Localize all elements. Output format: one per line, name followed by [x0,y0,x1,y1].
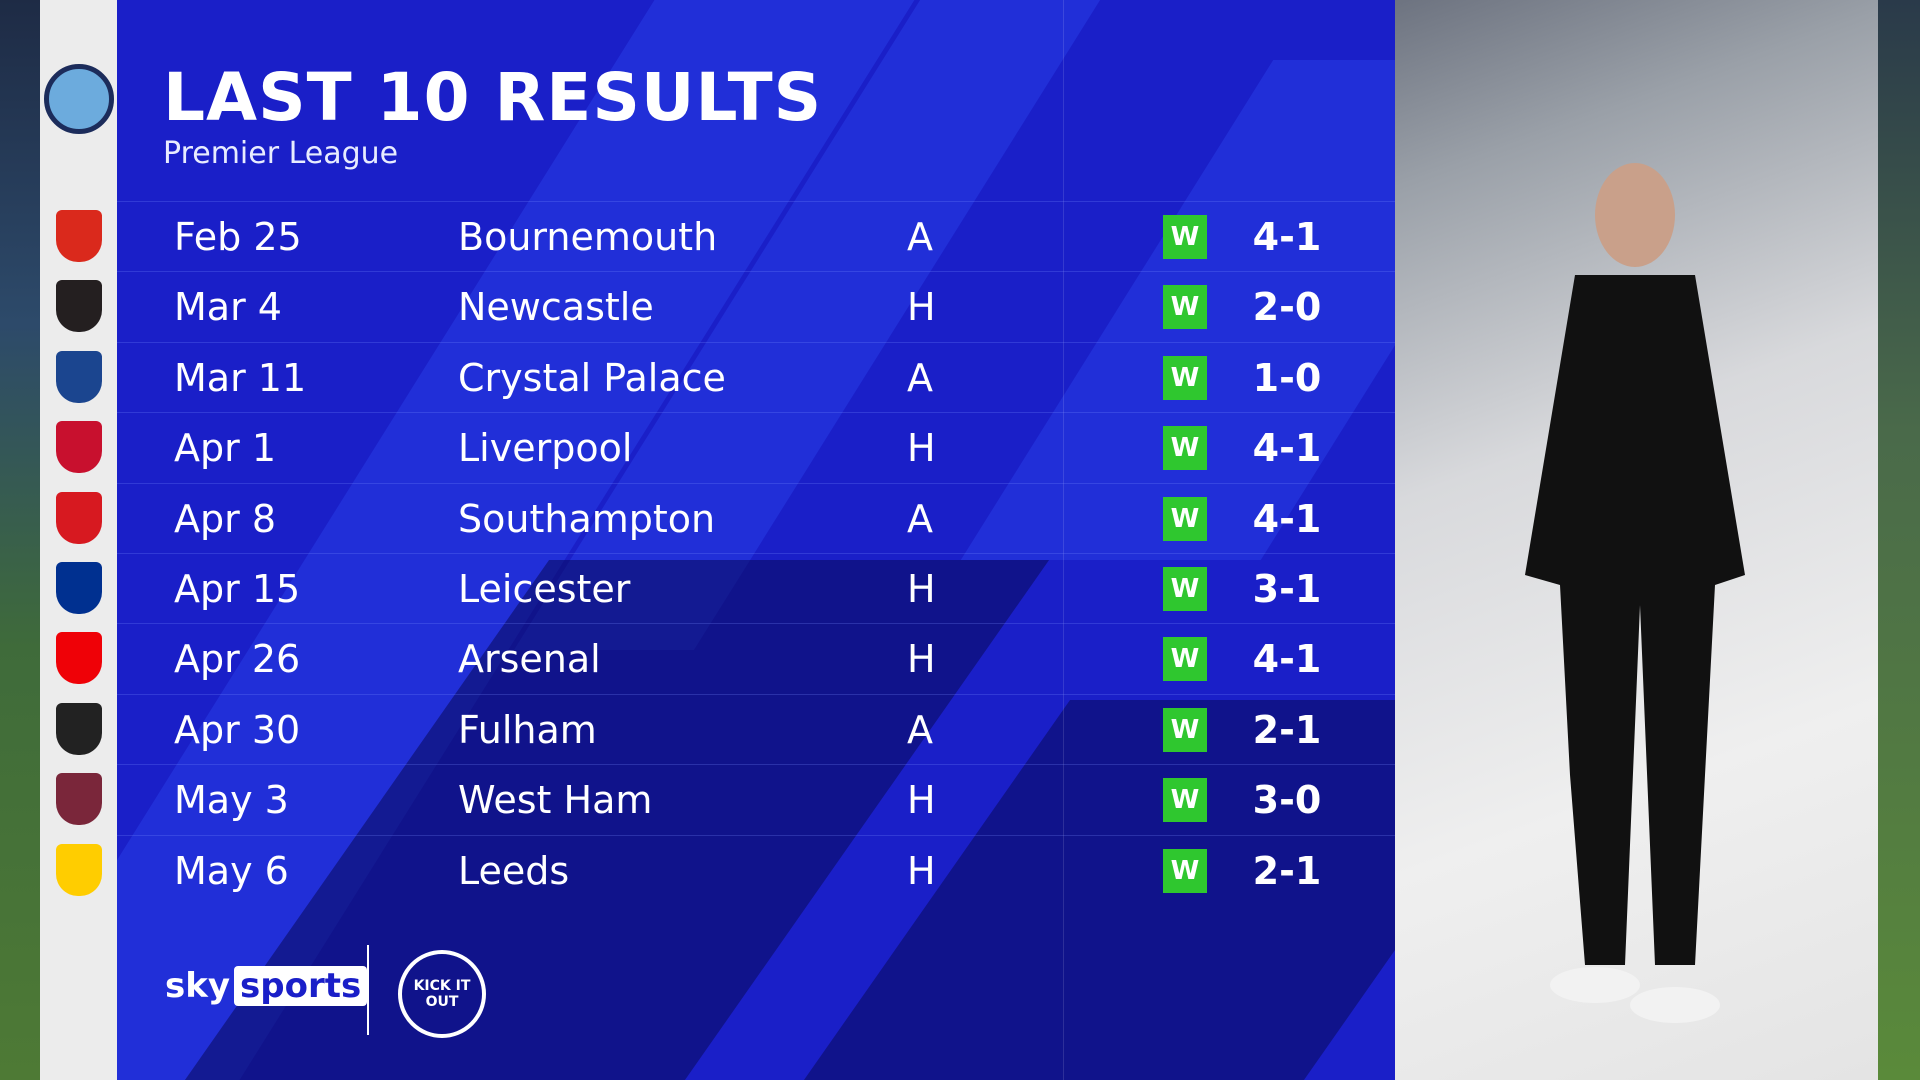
sports-wordmark: sports [234,966,368,1006]
result-row: Apr 26 Arsenal H W 4-1 [117,623,1395,693]
result-badge: W [1163,778,1207,823]
match-date: May 3 [174,778,289,823]
column-divider [1063,0,1064,1080]
manager-photo [1395,0,1878,1080]
manager-figure [1525,163,1745,1023]
score: 2-1 [1252,848,1322,893]
match-date: Apr 15 [174,567,301,611]
competition-subtitle: Premier League [163,136,399,171]
venue: A [907,707,933,752]
opponent-crest-icon [56,702,102,755]
venue: A [907,355,933,400]
result-badge: W [1163,496,1207,541]
opponent-name: Leeds [458,848,570,893]
venue: H [907,637,936,682]
venue: H [907,778,936,823]
opponent-name: Newcastle [458,285,654,330]
match-date: Apr 30 [174,707,301,752]
opponent-name: Leicester [458,567,631,611]
result-row: Apr 1 Liverpool H W 4-1 [117,412,1395,482]
kick-it-out-wordmark: KICK IT OUT [413,978,471,1010]
result-row: Feb 25 Bournemouth A W 4-1 [117,201,1395,271]
venue: H [907,285,936,330]
opponent-name: Arsenal [458,637,601,682]
opponent-name: Crystal Palace [458,355,726,400]
result-badge: W [1163,637,1207,682]
footer-divider [367,945,369,1035]
venue: A [907,215,933,259]
result-row: Apr 15 Leicester H W 3-1 [117,553,1395,623]
opponent-name: Liverpool [458,426,633,471]
score: 2-1 [1252,707,1322,752]
score: 3-0 [1252,778,1322,823]
opponent-crest-icon [56,491,102,544]
opponent-crest-icon [56,843,102,896]
result-row: May 6 Leeds H W 2-1 [117,834,1395,905]
match-date: Apr 1 [174,426,276,471]
match-date: Apr 26 [174,637,301,682]
match-date: Mar 11 [174,355,307,400]
result-row: Mar 4 Newcastle H W 2-0 [117,271,1395,341]
match-date: May 6 [174,848,289,893]
opponent-name: Bournemouth [458,215,718,259]
opponent-name: Southampton [458,496,716,541]
manchester-city-crest-icon [44,64,114,134]
opponent-crest-icon [56,210,102,262]
result-badge: W [1163,707,1207,752]
result-row: May 3 West Ham H W 3-0 [117,764,1395,834]
match-date: Mar 4 [174,285,282,330]
result-badge: W [1163,355,1207,400]
stadium-background-left [0,0,40,1080]
sky-wordmark: sky [165,966,231,1006]
match-date: Apr 8 [174,496,276,541]
result-badge: W [1163,567,1207,611]
result-badge: W [1163,215,1207,259]
kick-it-out-logo: KICK IT OUT [398,950,486,1038]
stadium-background-right [1878,0,1920,1080]
opponent-crest-icon [56,562,102,614]
venue: H [907,848,936,893]
opponent-crest-icon [56,350,102,403]
result-row: Mar 11 Crystal Palace A W 1-0 [117,341,1395,412]
score: 4-1 [1252,215,1322,259]
result-row: Apr 30 Fulham A W 2-1 [117,693,1395,764]
opponent-crest-icon [56,280,102,333]
score: 3-1 [1252,567,1322,611]
score: 4-1 [1252,496,1322,541]
sky-sports-logo: sky sports [165,966,368,1006]
page-title: LAST 10 RESULTS [163,59,823,136]
result-badge: W [1163,426,1207,471]
opponent-crest-icon [56,773,102,826]
opponent-crest-icon [56,421,102,474]
result-row: Apr 8 Southampton A W 4-1 [117,482,1395,553]
venue: H [907,426,936,471]
venue: H [907,567,936,611]
venue: A [907,496,933,541]
opponent-name: West Ham [458,778,653,823]
opponent-name: Fulham [458,707,597,752]
result-badge: W [1163,848,1207,893]
score: 2-0 [1252,285,1322,330]
opponent-crest-icon [56,632,102,685]
result-badge: W [1163,285,1207,330]
score: 4-1 [1252,426,1322,471]
score: 1-0 [1252,355,1322,400]
match-date: Feb 25 [174,215,302,259]
score: 4-1 [1252,637,1322,682]
